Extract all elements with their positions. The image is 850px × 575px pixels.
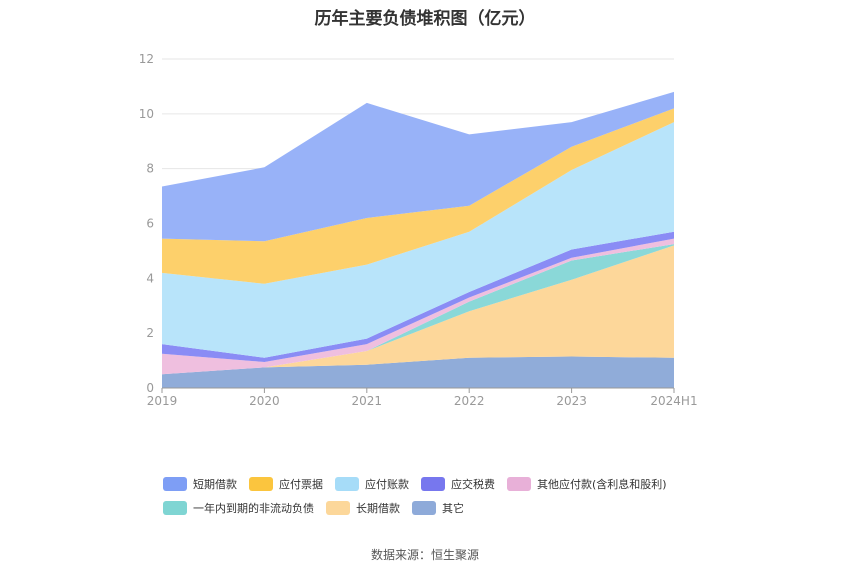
legend: 短期借款 应付票据 应付账款 应交税费 其他应付款(含利息和股利) 一年内到期的非流动负… <box>163 472 723 520</box>
area-长期借款 <box>162 245 674 375</box>
chart-title: 历年主要负债堆积图（亿元） <box>314 9 536 29</box>
x-tick-label: 2020 <box>249 394 280 408</box>
axes: 0 2 4 6 8 10 12 2019 2020 2021 2022 2023 2024H1 <box>139 52 698 408</box>
legend-item[interactable]: 一年内到期的非流动负债 <box>163 500 314 516</box>
legend-item[interactable]: 长期借款 <box>326 500 400 516</box>
legend-swatch <box>163 501 187 515</box>
legend-item[interactable]: 应付票据 <box>249 476 323 492</box>
legend-item[interactable]: 应付账款 <box>335 476 409 492</box>
legend-swatch <box>326 501 350 515</box>
legend-swatch <box>412 501 436 515</box>
x-tick-label: 2019 <box>147 394 178 408</box>
legend-swatch <box>335 477 359 491</box>
legend-item[interactable]: 其他应付款(含利息和股利) <box>507 476 667 492</box>
legend-swatch <box>163 477 187 491</box>
data-source: 数据来源：恒生聚源 <box>370 548 479 562</box>
area-应付票据 <box>162 108 674 284</box>
x-tick-label: 2024H1 <box>650 394 697 408</box>
y-tick-label: 6 <box>146 217 154 231</box>
series-areas <box>162 91 674 388</box>
legend-swatch <box>249 477 273 491</box>
legend-row-2: 一年内到期的非流动负债 长期借款 其它 <box>163 496 723 520</box>
legend-label: 应付票据 <box>279 478 323 491</box>
y-tick-label: 12 <box>139 52 154 66</box>
area-一年内到期的非流动负债 <box>162 244 674 375</box>
y-tick-label: 10 <box>139 107 154 121</box>
y-tick-label: 2 <box>146 326 154 340</box>
area-其它 <box>162 356 674 388</box>
y-tick-label: 8 <box>146 162 154 176</box>
y-tick-label: 0 <box>146 381 154 395</box>
legend-label: 长期借款 <box>356 502 400 515</box>
legend-swatch <box>507 477 531 491</box>
legend-label: 应付账款 <box>365 478 409 491</box>
legend-label: 应交税费 <box>451 478 495 491</box>
legend-label: 其他应付款(含利息和股利) <box>537 478 667 491</box>
x-tick-label: 2021 <box>352 394 383 408</box>
y-tick-label: 4 <box>146 271 154 285</box>
area-其他应付款(含利息和股利) <box>162 238 674 375</box>
x-tick-label: 2022 <box>454 394 485 408</box>
area-应付账款 <box>162 122 674 358</box>
legend-item[interactable]: 其它 <box>412 500 464 516</box>
x-tick-label: 2023 <box>556 394 587 408</box>
area-应交税费 <box>162 231 674 362</box>
legend-row-1: 短期借款 应付票据 应付账款 应交税费 其他应付款(含利息和股利) <box>163 472 723 496</box>
legend-label: 短期借款 <box>193 478 237 491</box>
area-短期借款 <box>162 91 674 242</box>
legend-item[interactable]: 应交税费 <box>421 476 495 492</box>
legend-label: 一年内到期的非流动负债 <box>193 502 314 515</box>
legend-swatch <box>421 477 445 491</box>
stacked-area-chart: 0 2 4 6 8 10 12 2019 2020 2021 2022 2023 2024H1 <box>139 52 698 408</box>
legend-label: 其它 <box>442 502 464 515</box>
legend-item[interactable]: 短期借款 <box>163 476 237 492</box>
